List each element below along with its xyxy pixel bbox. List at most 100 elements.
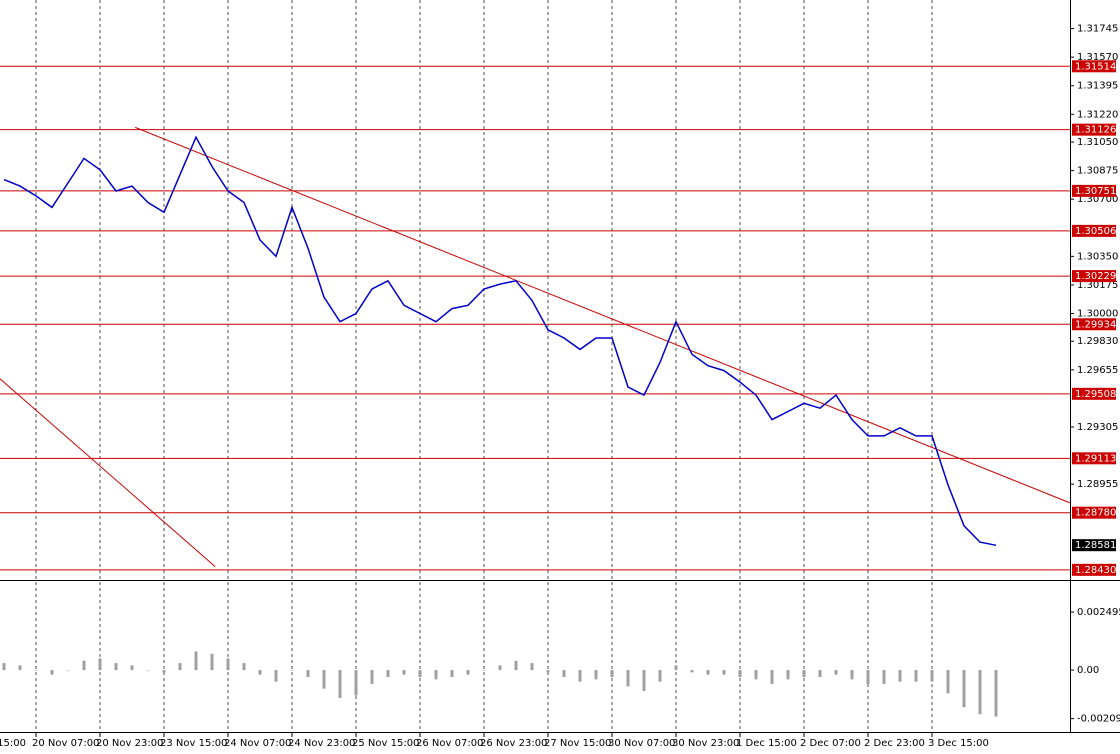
level-box <box>1072 452 1116 465</box>
indicator-bar <box>610 670 614 678</box>
indicator-bar <box>402 670 406 675</box>
x-tick-label: 24 Nov 23:00 <box>288 738 355 749</box>
indicator-bar <box>690 670 694 673</box>
x-tick-label: 30 Nov 07:00 <box>608 738 675 749</box>
y-tick-label: 1.31745 <box>1077 24 1118 35</box>
level-label: 1.28780 <box>1075 508 1116 519</box>
x-tick-label: 27 Nov 15:00 <box>544 738 611 749</box>
level-label: 1.31514 <box>1075 61 1116 72</box>
indicator-bar <box>802 670 806 678</box>
x-tick-label: 15:00 <box>0 738 26 749</box>
current-price-box <box>1072 539 1116 552</box>
indicator-bar <box>578 670 582 682</box>
indicator-bar <box>818 670 822 678</box>
y-tick-label: 1.29305 <box>1077 422 1118 433</box>
indicator-bar <box>50 670 54 675</box>
indicator-bar <box>482 670 486 671</box>
indicator-bar <box>674 665 678 671</box>
level-label: 1.29934 <box>1075 319 1116 330</box>
indicator-bar <box>930 670 934 682</box>
y-tick-label: 1.29655 <box>1077 365 1118 376</box>
indicator-bar <box>754 670 758 680</box>
indicator-bar <box>994 670 998 717</box>
y-tick-label: 1.31395 <box>1077 81 1118 92</box>
indicator-bar <box>978 670 982 715</box>
x-tick-label: 30 Nov 23:00 <box>672 738 739 749</box>
indicator-bar <box>882 670 886 684</box>
level-box <box>1072 387 1116 400</box>
indicator-bar <box>258 670 262 675</box>
y-tick-label: 1.30000 <box>1077 308 1118 319</box>
x-tick-label: 23 Nov 15:00 <box>160 738 227 749</box>
level-box <box>1072 270 1116 283</box>
indicator-bar <box>66 670 70 671</box>
y-tick-label: 1.31050 <box>1077 137 1118 148</box>
indicator-bar <box>274 670 278 682</box>
y-tick-label: 1.30175 <box>1077 280 1118 291</box>
indicator-bar <box>562 670 566 678</box>
indicator-bar <box>738 670 742 678</box>
indicator-bar <box>658 670 662 682</box>
indicator-bar <box>178 663 182 671</box>
level-label: 1.30506 <box>1075 226 1116 237</box>
indicator-bar <box>114 663 118 671</box>
indicator-bar <box>898 670 902 682</box>
indicator-bar <box>626 670 630 687</box>
indicator-bar <box>706 670 710 675</box>
indicator-bar <box>450 670 454 678</box>
trendline <box>135 126 1071 504</box>
level-box <box>1072 506 1116 519</box>
indicator-bar <box>322 670 326 689</box>
x-tick-label: 20 Nov 07:00 <box>32 738 99 749</box>
indicator-bar <box>770 670 774 684</box>
level-label: 1.29508 <box>1075 389 1116 400</box>
indicator-bar <box>338 670 342 698</box>
indicator-bar <box>194 651 198 671</box>
indicator-bar <box>290 670 294 671</box>
level-box <box>1072 60 1116 73</box>
indicator-bar <box>434 670 438 680</box>
indicator-bar <box>82 660 86 671</box>
x-tick-label: 3 Dec 15:00 <box>928 738 989 749</box>
x-tick-label: 26 Nov 23:00 <box>480 738 547 749</box>
y-tick-label: 1.29830 <box>1077 336 1118 347</box>
indicator-bar <box>98 658 102 671</box>
y-tick-label: 1.28955 <box>1077 479 1118 490</box>
indicator-bar <box>226 658 230 671</box>
level-label: 1.29113 <box>1075 453 1116 464</box>
y-tick-label: 1.31570 <box>1077 52 1118 63</box>
x-tick-label: 20 Nov 23:00 <box>96 738 163 749</box>
x-tick-label: 24 Nov 07:00 <box>224 738 291 749</box>
indicator-bar <box>386 670 390 678</box>
indicator-bar <box>210 653 214 671</box>
indicator-bar <box>498 665 502 671</box>
indicator-bar <box>546 670 550 673</box>
indicator-bar <box>18 665 22 671</box>
y-tick-label: 1.30700 <box>1077 194 1118 205</box>
indicator-bar <box>530 663 534 671</box>
y-tick-label: 1.31220 <box>1077 109 1118 120</box>
indicator-bar <box>146 670 150 671</box>
level-label: 1.28430 <box>1075 565 1116 576</box>
level-box <box>1072 318 1116 331</box>
indicator-bar <box>162 670 166 673</box>
level-box <box>1072 563 1116 576</box>
x-tick-label: 25 Nov 15:00 <box>352 738 419 749</box>
x-tick-label: 1 Dec 15:00 <box>736 738 797 749</box>
indicator-bar <box>130 665 134 671</box>
level-box <box>1072 184 1116 197</box>
indicator-bar <box>786 670 790 680</box>
indicator-bar <box>866 670 870 684</box>
indicator-bar <box>242 663 246 671</box>
indicator-bar <box>594 670 598 680</box>
indicator-bar <box>418 670 422 678</box>
indicator-bar <box>514 660 518 671</box>
indicator-bar <box>34 670 38 671</box>
indicator-bar <box>2 663 6 671</box>
indicator-bar <box>722 670 726 675</box>
indicator-bar <box>914 670 918 682</box>
level-label: 1.30229 <box>1075 271 1116 282</box>
current-price-label: 1.28581 <box>1075 540 1116 551</box>
